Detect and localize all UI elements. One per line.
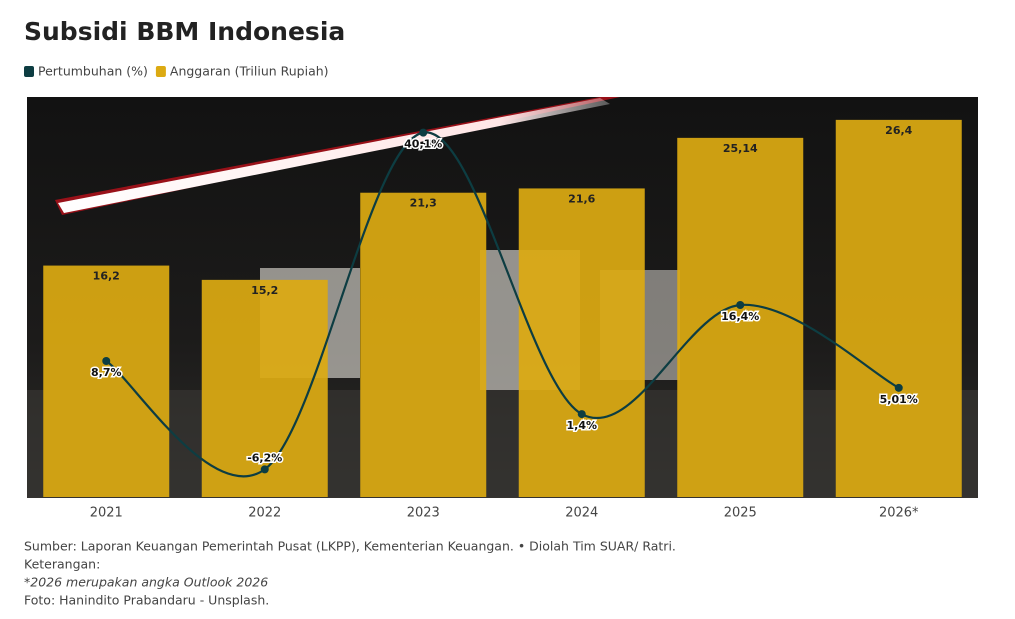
- chart-title: Subsidi BBM Indonesia: [24, 17, 345, 46]
- x-tick-label: 2025: [724, 506, 757, 521]
- line-value-label: 16,4%: [721, 310, 759, 323]
- line-point: [736, 301, 745, 309]
- note-heading: Keterangan:: [24, 557, 100, 572]
- x-tick-label: 2023: [407, 506, 440, 521]
- x-tick-label: 2022: [248, 506, 281, 521]
- bar-value-label: 15,2: [251, 284, 278, 297]
- ground: [27, 390, 978, 498]
- canopy-light: [58, 98, 610, 213]
- bar: [518, 188, 645, 497]
- legend-swatch: [24, 66, 34, 77]
- bar-value-label: 26,4: [885, 124, 912, 137]
- bar: [43, 265, 170, 497]
- line-point: [577, 410, 586, 419]
- line-value-label: 5,01%: [880, 393, 918, 406]
- legend-label: Anggaran (Triliun Rupiah): [170, 64, 329, 79]
- line-point: [894, 383, 903, 392]
- bar-value-label: 21,6: [568, 192, 595, 205]
- x-tick-label: 2024: [565, 506, 598, 521]
- legend-swatch: [155, 66, 166, 77]
- line-point: [260, 465, 269, 474]
- line-value-label: 8,7%: [91, 366, 122, 379]
- bar: [360, 192, 487, 497]
- plot-area: 2021 2022 2023 2024 2025 2026* 16,2 15,2 21,3 21,…: [43, 119, 962, 521]
- line-point: [419, 128, 428, 137]
- line-value-label: -6,2%: [247, 451, 282, 464]
- bar-value-label: 25,14: [723, 142, 758, 155]
- note: *2026 merupakan angka Outlook 2026: [24, 575, 268, 590]
- source: Sumber: Laporan Keuangan Pemerintah Pusa…: [24, 539, 676, 554]
- photo-credit: Foto: Hanindito Prabandaru - Unsplash.: [24, 593, 269, 608]
- legend-label: Pertumbuhan (%): [38, 64, 148, 79]
- bar-value-label: 21,3: [410, 197, 437, 210]
- bar-value-label: 16,2: [93, 270, 120, 283]
- x-tick-label: 2021: [90, 506, 123, 521]
- legend: Pertumbuhan (%) Anggaran (Triliun Rupiah): [24, 64, 329, 79]
- bar: [835, 119, 962, 497]
- x-tick-label: 2026*: [879, 506, 919, 521]
- bar: [677, 137, 804, 497]
- bar: [201, 279, 328, 497]
- background-photo: [27, 97, 978, 498]
- line-value-label: 1,4%: [566, 419, 597, 432]
- line-value-label: 40,1%: [404, 138, 442, 151]
- line-point: [102, 357, 111, 365]
